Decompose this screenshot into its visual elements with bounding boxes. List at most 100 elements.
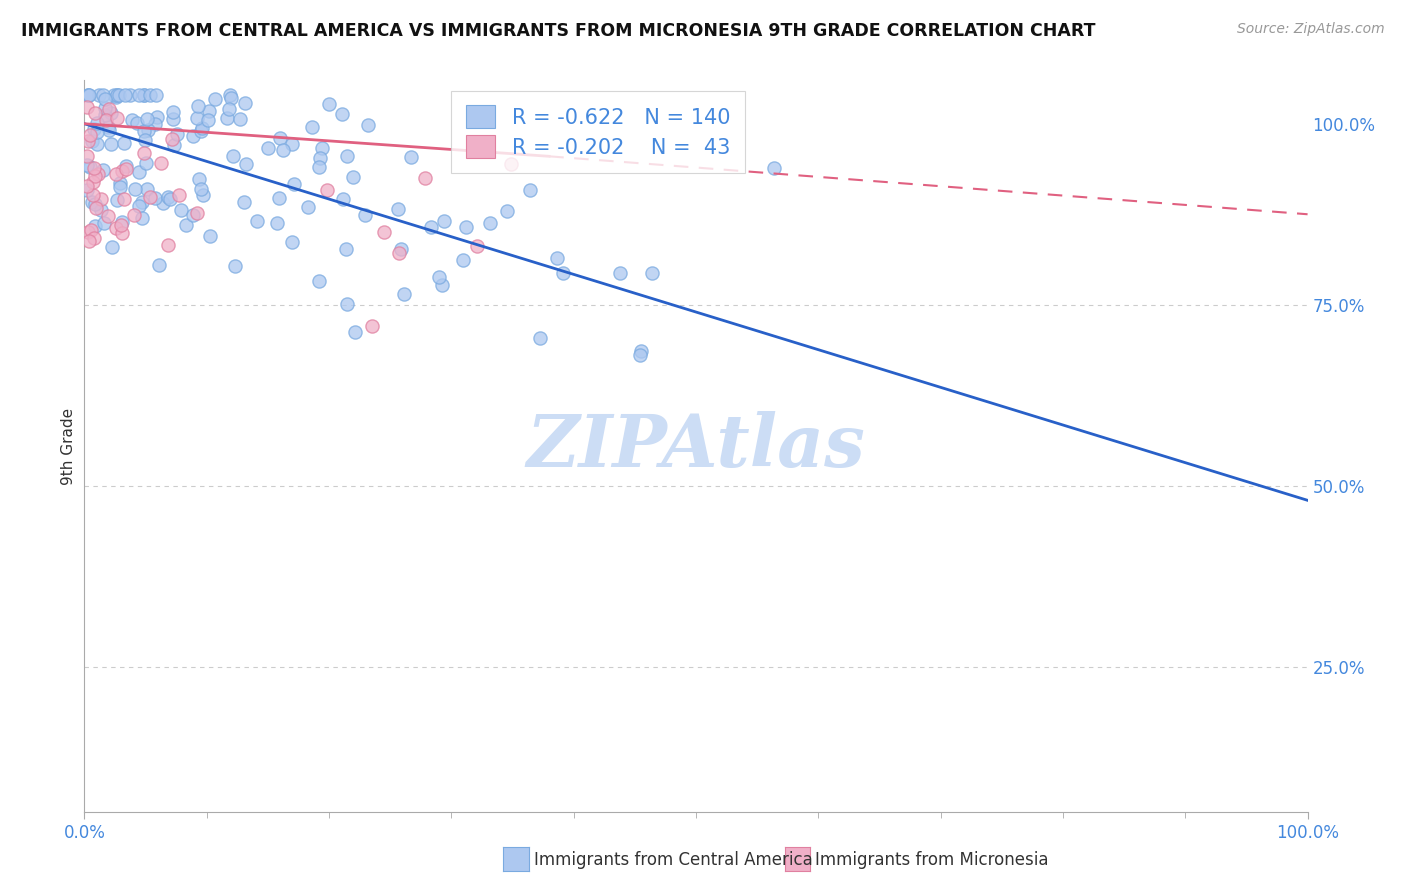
Point <box>186 112 208 126</box>
Point <box>91 87 114 102</box>
Point <box>100 106 122 120</box>
Point <box>105 193 128 207</box>
Point <box>86 136 108 151</box>
Point <box>190 123 212 137</box>
Point <box>84 201 107 215</box>
Legend: R = -0.622   N = 140, R = -0.202    N =  43: R = -0.622 N = 140, R = -0.202 N = 43 <box>451 91 745 172</box>
Point <box>111 164 134 178</box>
Point <box>94 108 117 122</box>
Point <box>125 116 148 130</box>
Point <box>96 113 118 128</box>
Point <box>269 190 291 204</box>
Point <box>112 136 135 150</box>
Point <box>191 188 214 202</box>
Point <box>432 277 454 292</box>
Point <box>198 228 221 243</box>
Point <box>499 157 522 171</box>
Point <box>235 157 257 171</box>
Point <box>79 223 101 237</box>
Point <box>609 266 631 280</box>
Point <box>114 159 136 173</box>
Point <box>83 231 105 245</box>
Point <box>342 169 364 184</box>
Point <box>335 243 357 257</box>
Point <box>628 348 651 362</box>
Point <box>762 161 785 176</box>
Point <box>174 219 197 233</box>
Point <box>101 240 124 254</box>
Point <box>121 113 143 128</box>
Point <box>93 92 115 106</box>
Point <box>134 87 156 102</box>
Point <box>114 87 136 102</box>
Point <box>82 188 104 202</box>
Point <box>454 219 477 234</box>
Point <box>387 202 409 216</box>
Point <box>131 211 153 225</box>
Point <box>166 127 188 141</box>
Point <box>413 171 436 186</box>
Point <box>110 219 132 233</box>
Point <box>163 138 186 153</box>
Point <box>103 87 125 102</box>
Point <box>93 101 115 115</box>
Point <box>111 215 134 229</box>
Point <box>76 100 98 114</box>
Point <box>124 182 146 196</box>
Point <box>451 252 474 267</box>
Point <box>105 87 128 102</box>
Point <box>77 134 100 148</box>
Point <box>551 266 574 280</box>
Point <box>224 259 246 273</box>
Point <box>204 92 226 106</box>
Point <box>160 132 183 146</box>
Point <box>149 156 172 170</box>
Point <box>136 123 159 137</box>
Point <box>392 287 415 301</box>
Point <box>105 220 128 235</box>
Point <box>630 344 652 359</box>
Point <box>336 149 359 163</box>
Point <box>233 96 256 111</box>
Point <box>467 239 489 253</box>
Point <box>344 325 367 339</box>
Point <box>111 226 134 240</box>
Point <box>134 133 156 147</box>
Point <box>135 156 157 170</box>
Point <box>357 118 380 132</box>
Point <box>181 208 204 222</box>
Point <box>100 136 122 151</box>
Point <box>143 117 166 131</box>
Point <box>108 180 131 194</box>
Point <box>131 195 153 210</box>
Point <box>128 164 150 178</box>
Text: ZIPAtlas: ZIPAtlas <box>527 410 865 482</box>
Point <box>281 136 304 151</box>
Point <box>190 182 212 196</box>
Point <box>332 193 354 207</box>
Point <box>427 270 450 285</box>
Point <box>77 234 100 248</box>
Point <box>197 112 219 127</box>
Point <box>84 219 107 233</box>
Point <box>122 208 145 222</box>
Point <box>76 87 98 102</box>
Point <box>546 251 568 265</box>
Point <box>188 172 211 186</box>
Point <box>139 190 162 204</box>
Point <box>84 169 107 183</box>
Point <box>105 111 128 125</box>
Point <box>222 148 245 162</box>
Point <box>79 87 101 102</box>
Point <box>108 87 131 102</box>
Point <box>433 214 456 228</box>
Point <box>529 331 551 345</box>
Point <box>316 183 339 197</box>
Point <box>132 87 155 102</box>
Point <box>90 202 112 217</box>
Point <box>478 216 501 230</box>
Point <box>97 120 120 134</box>
Point <box>104 167 127 181</box>
Point <box>128 87 150 102</box>
Point <box>90 192 112 206</box>
